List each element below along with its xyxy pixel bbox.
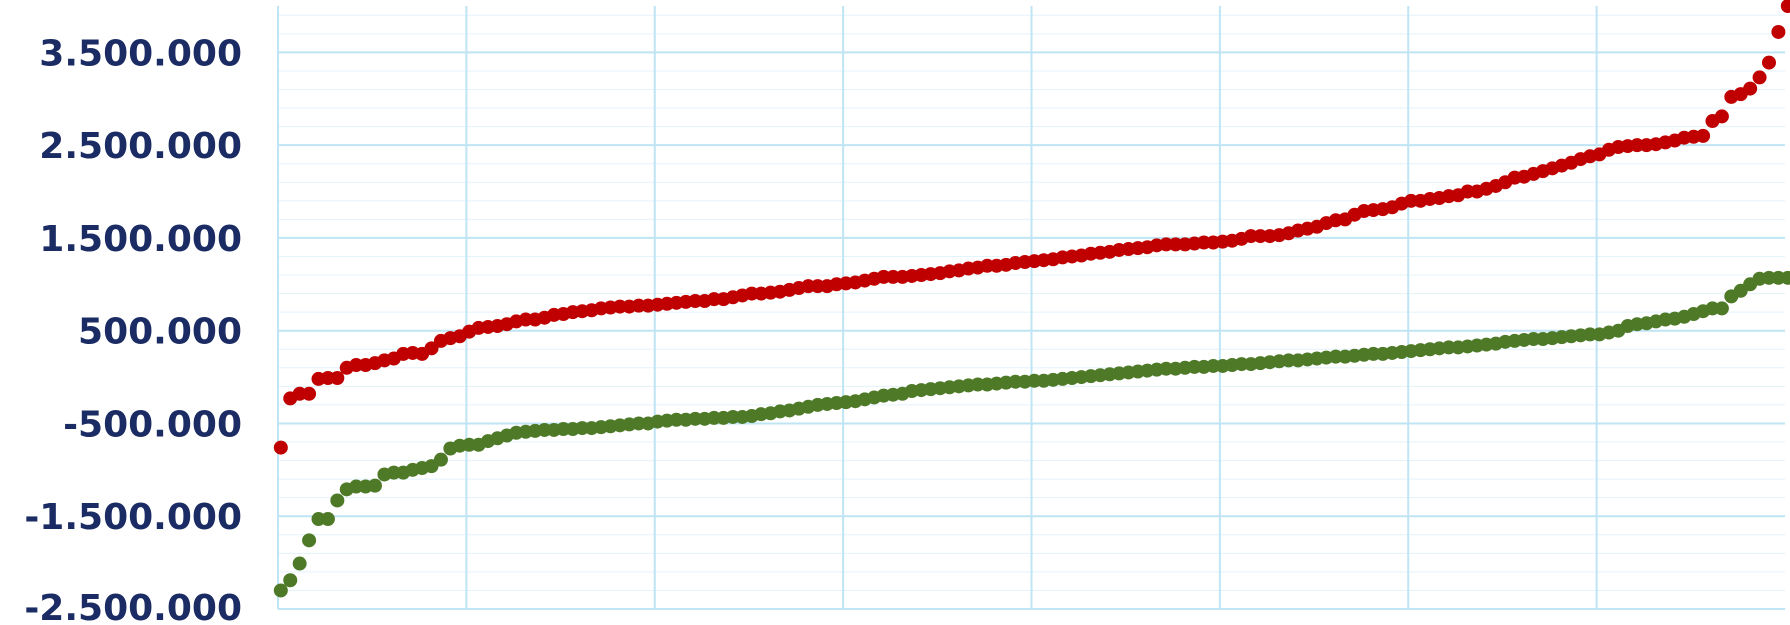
data-point bbox=[1762, 56, 1776, 70]
y-tick-labels: 3.500.000 2.500.000 1.500.000 500.000 -500.0… bbox=[24, 33, 242, 625]
data-point bbox=[1715, 109, 1729, 123]
y-tick-label: -2.500.000 bbox=[24, 588, 242, 625]
data-point bbox=[293, 557, 307, 571]
data-point bbox=[283, 573, 297, 587]
y-tick-label: 3.500.000 bbox=[39, 33, 242, 74]
data-point bbox=[330, 493, 344, 507]
y-tick-label: 500.000 bbox=[78, 312, 242, 353]
data-point bbox=[302, 533, 316, 547]
data-point bbox=[302, 387, 316, 401]
y-tick-label: 2.500.000 bbox=[39, 126, 242, 167]
data-point bbox=[1771, 25, 1785, 39]
y-tick-label: 1.500.000 bbox=[39, 219, 242, 260]
y-tick-label: -500.000 bbox=[63, 404, 242, 445]
data-point bbox=[274, 441, 288, 455]
data-point bbox=[1696, 129, 1710, 143]
data-point bbox=[321, 512, 335, 526]
data-point bbox=[368, 479, 382, 493]
y-tick-label: -1.500.000 bbox=[24, 497, 242, 538]
data-point bbox=[1743, 82, 1757, 96]
data-point bbox=[1781, 0, 1790, 13]
data-point bbox=[1715, 301, 1729, 315]
data-point bbox=[434, 453, 448, 467]
data-point bbox=[1753, 70, 1767, 84]
grid-lines bbox=[278, 6, 1785, 609]
